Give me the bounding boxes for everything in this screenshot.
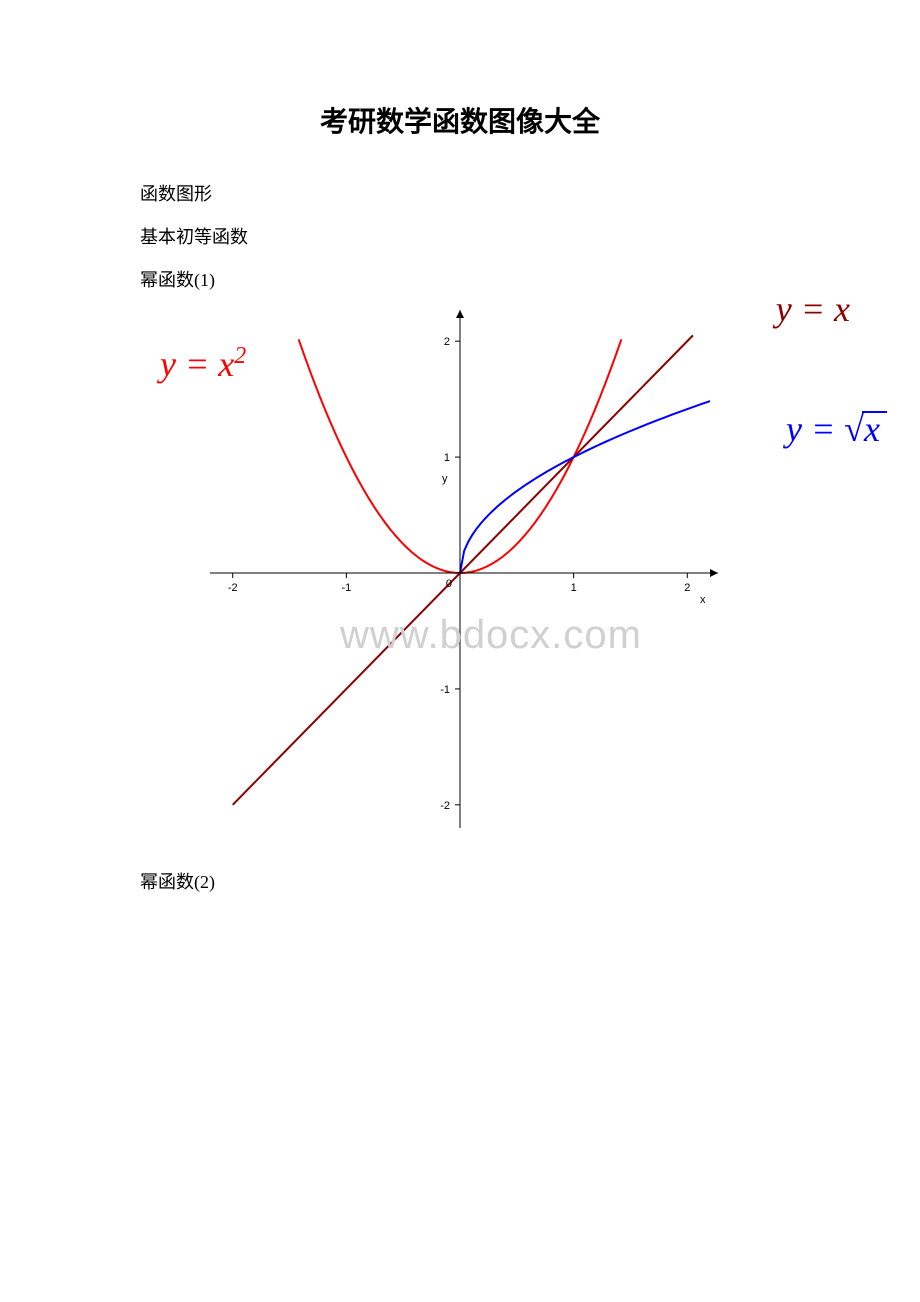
svg-text:-2: -2 <box>440 800 450 812</box>
svg-text:y: y <box>442 473 448 485</box>
svg-text:1: 1 <box>444 452 450 464</box>
text-line-2: 基本初等函数 <box>140 223 870 252</box>
page-title: 考研数学函数图像大全 <box>50 100 870 140</box>
chart-svg: -2 -1 1 2 -2 -1 1 2 0 x y <box>160 308 760 848</box>
svg-text:0: 0 <box>446 578 452 590</box>
svg-text:1: 1 <box>571 582 577 594</box>
svg-text:2: 2 <box>444 337 450 349</box>
label-y-sqrt-x: y = √x <box>786 408 880 450</box>
label-y-x: y = x <box>776 288 850 330</box>
svg-text:-2: -2 <box>228 582 238 594</box>
text-line-3: 幂函数(1) <box>140 266 870 295</box>
text-line-1: 函数图形 <box>140 180 870 209</box>
power-function-chart: y = x2 y = x y = √x www.bdocx.com -2-112… <box>160 308 860 868</box>
svg-text:2: 2 <box>684 582 690 594</box>
svg-text:x: x <box>700 594 706 606</box>
text-line-4: 幂函数(2) <box>140 868 870 897</box>
svg-text:-1: -1 <box>440 684 450 696</box>
label-y-x-squared: y = x2 <box>160 343 246 385</box>
svg-text:-1: -1 <box>341 582 351 594</box>
